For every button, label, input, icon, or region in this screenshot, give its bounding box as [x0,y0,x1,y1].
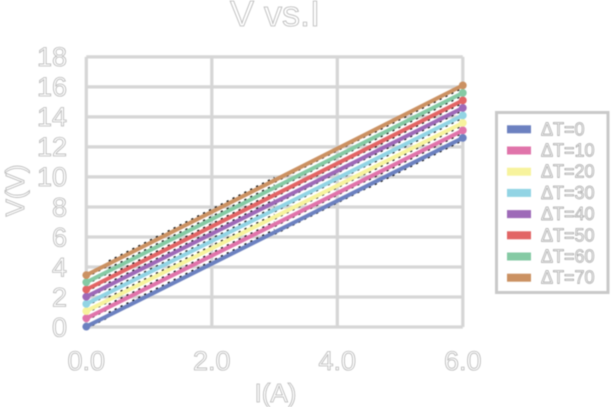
svg-text:I(A): I(A) [255,378,297,407]
svg-text:ΔT=70: ΔT=70 [541,268,595,288]
svg-text:ΔT=20: ΔT=20 [541,162,595,182]
svg-text:16: 16 [37,72,67,102]
svg-text:12: 12 [37,132,67,162]
svg-text:ΔT=0: ΔT=0 [541,119,585,139]
svg-text:4.0: 4.0 [319,346,357,376]
svg-text:ΔT=30: ΔT=30 [541,183,595,203]
svg-text:8: 8 [52,192,67,222]
svg-text:V vs.I: V vs.I [230,0,320,34]
svg-text:ΔT=60: ΔT=60 [541,247,595,267]
svg-text:ΔT=50: ΔT=50 [541,225,595,245]
svg-text:14: 14 [37,102,67,132]
svg-text:10: 10 [37,162,67,192]
svg-text:2.0: 2.0 [193,346,231,376]
svg-text:6: 6 [52,222,67,252]
svg-text:18: 18 [37,42,67,72]
svg-text:2: 2 [52,282,67,312]
svg-text:V(V): V(V) [0,165,30,217]
svg-text:ΔT=10: ΔT=10 [541,141,595,161]
svg-text:4: 4 [52,252,67,282]
svg-text:6.0: 6.0 [444,346,482,376]
svg-text:0: 0 [52,312,67,342]
svg-text:ΔT=40: ΔT=40 [541,204,595,224]
svg-text:0.0: 0.0 [68,346,106,376]
